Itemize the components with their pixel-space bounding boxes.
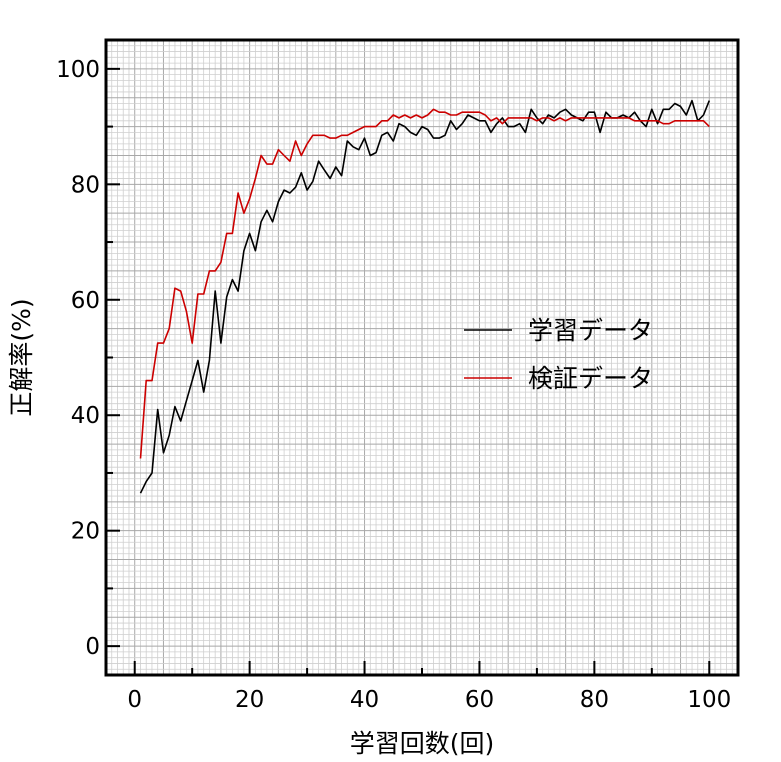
legend: 学習データ 検証データ — [464, 316, 653, 393]
series-line-validation — [139, 108, 710, 459]
x-tick-label: 80 — [580, 687, 609, 713]
y-tick-label: 40 — [71, 403, 100, 429]
y-tick-label: 20 — [71, 519, 100, 545]
x-axis-title: 学習回数(回) — [350, 729, 495, 758]
x-tick-label: 0 — [127, 687, 142, 713]
legend-label-train: 学習データ — [528, 316, 653, 345]
y-tick-label: 60 — [71, 288, 100, 314]
y-tick-label: 80 — [71, 172, 100, 198]
x-tick-label: 100 — [687, 687, 731, 713]
x-tick-label: 20 — [235, 687, 264, 713]
y-tick-label: 0 — [85, 634, 100, 660]
legend-label-validation: 検証データ — [528, 364, 653, 393]
series-layer — [139, 99, 711, 494]
y-tick-labels: 0 20 40 60 80 100 — [56, 57, 100, 660]
x-tick-label: 60 — [465, 687, 494, 713]
grid — [105, 39, 739, 676]
y-tick-label: 100 — [56, 57, 100, 83]
x-tick-labels: 0 20 40 60 80 100 — [127, 687, 731, 713]
x-tick-label: 40 — [350, 687, 379, 713]
axis-ticks — [106, 67, 711, 675]
y-axis-title: 正解率(%) — [7, 298, 36, 416]
